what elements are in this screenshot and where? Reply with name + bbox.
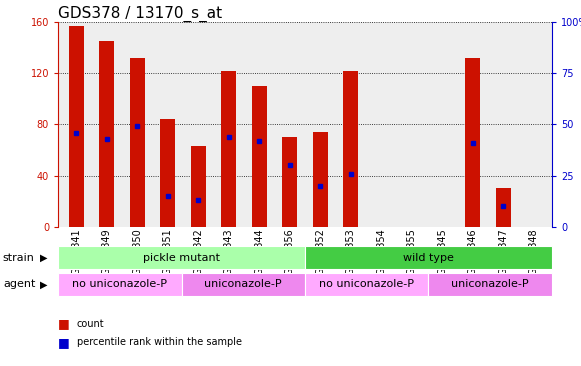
Bar <box>181 273 305 296</box>
Bar <box>58 246 305 269</box>
Bar <box>305 246 552 269</box>
Text: ■: ■ <box>58 317 70 330</box>
Text: strain: strain <box>3 253 35 263</box>
Text: no uniconazole-P: no uniconazole-P <box>319 279 414 290</box>
Bar <box>130 58 145 227</box>
Text: ■: ■ <box>58 336 70 349</box>
Bar <box>69 26 84 227</box>
Bar <box>428 273 552 296</box>
Bar <box>313 132 328 227</box>
Bar <box>160 119 175 227</box>
Bar <box>58 273 181 296</box>
Text: ▶: ▶ <box>40 279 47 290</box>
Bar <box>221 71 236 227</box>
Text: pickle mutant: pickle mutant <box>143 253 220 263</box>
Text: no uniconazole-P: no uniconazole-P <box>72 279 167 290</box>
Text: uniconazole-P: uniconazole-P <box>205 279 282 290</box>
Text: uniconazole-P: uniconazole-P <box>451 279 529 290</box>
Bar <box>282 137 297 227</box>
Bar <box>305 273 428 296</box>
Text: ▶: ▶ <box>40 253 47 263</box>
Bar <box>343 71 358 227</box>
Bar <box>465 58 480 227</box>
Bar <box>252 86 267 227</box>
Text: percentile rank within the sample: percentile rank within the sample <box>77 337 242 347</box>
Bar <box>191 146 206 227</box>
Text: agent: agent <box>3 279 35 290</box>
Text: wild type: wild type <box>403 253 454 263</box>
Text: GDS378 / 13170_s_at: GDS378 / 13170_s_at <box>58 6 222 22</box>
Bar <box>496 188 511 227</box>
Bar <box>99 41 114 227</box>
Text: count: count <box>77 319 105 329</box>
